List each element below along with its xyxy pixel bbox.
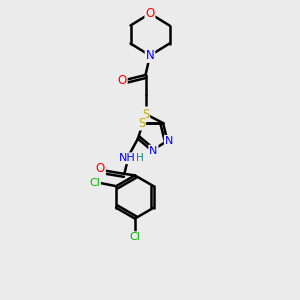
Text: O: O xyxy=(146,7,154,20)
Text: O: O xyxy=(96,162,105,175)
Text: Cl: Cl xyxy=(129,232,140,242)
Text: H: H xyxy=(136,153,144,163)
Text: N: N xyxy=(146,49,154,62)
Text: O: O xyxy=(118,74,127,87)
Text: S: S xyxy=(138,116,145,130)
Text: N: N xyxy=(165,136,173,146)
Text: Cl: Cl xyxy=(89,178,100,188)
Text: NH: NH xyxy=(119,153,136,163)
Text: S: S xyxy=(142,107,149,121)
Text: N: N xyxy=(149,146,158,156)
